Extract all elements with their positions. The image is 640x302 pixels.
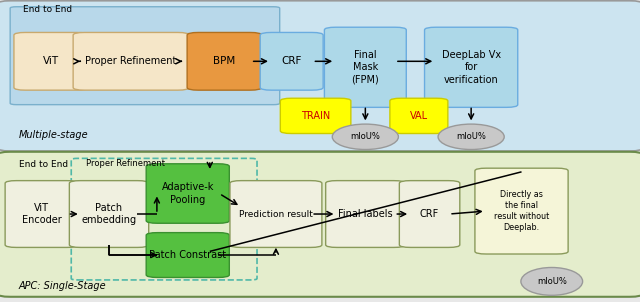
Text: End to End: End to End <box>19 160 68 169</box>
FancyBboxPatch shape <box>230 181 322 247</box>
FancyBboxPatch shape <box>146 164 229 223</box>
FancyBboxPatch shape <box>146 233 229 278</box>
Ellipse shape <box>521 268 582 295</box>
Text: ViT
Encoder: ViT Encoder <box>22 203 61 225</box>
FancyBboxPatch shape <box>260 32 323 90</box>
FancyBboxPatch shape <box>14 32 88 90</box>
Text: Patch
embedding: Patch embedding <box>81 203 136 225</box>
Text: Adaptive-k
Pooling: Adaptive-k Pooling <box>161 182 214 205</box>
Text: CRF: CRF <box>420 209 439 219</box>
Text: mIoU%: mIoU% <box>537 277 566 286</box>
FancyBboxPatch shape <box>475 168 568 254</box>
Text: APC: Single-Stage: APC: Single-Stage <box>19 281 107 291</box>
FancyBboxPatch shape <box>73 32 189 90</box>
Text: VAL: VAL <box>410 111 428 121</box>
Ellipse shape <box>438 124 504 149</box>
Text: TRAIN: TRAIN <box>301 111 330 121</box>
FancyBboxPatch shape <box>69 181 148 247</box>
Text: mIoU%: mIoU% <box>351 132 380 141</box>
Text: Patch Constrast: Patch Constrast <box>149 250 227 260</box>
Text: Final
Mask
(FPM): Final Mask (FPM) <box>351 50 380 85</box>
Text: Final labels: Final labels <box>338 209 393 219</box>
FancyBboxPatch shape <box>10 7 280 105</box>
Text: Proper Refinement: Proper Refinement <box>86 159 164 168</box>
FancyBboxPatch shape <box>390 98 448 133</box>
FancyBboxPatch shape <box>187 32 261 90</box>
FancyBboxPatch shape <box>326 181 405 247</box>
Text: Multiple-stage: Multiple-stage <box>19 130 88 140</box>
Text: ViT: ViT <box>43 56 59 66</box>
Text: Prediction result: Prediction result <box>239 210 313 219</box>
FancyBboxPatch shape <box>0 1 640 151</box>
FancyBboxPatch shape <box>424 27 518 107</box>
FancyBboxPatch shape <box>5 181 78 247</box>
Text: CRF: CRF <box>282 56 302 66</box>
Text: mIoU%: mIoU% <box>456 132 486 141</box>
Text: Proper Refinement: Proper Refinement <box>85 56 177 66</box>
FancyBboxPatch shape <box>0 152 640 297</box>
Text: End to End: End to End <box>23 5 72 14</box>
Text: BPM: BPM <box>213 56 236 66</box>
Ellipse shape <box>332 124 399 149</box>
Text: Directly as
the final
result without
Deeplab.: Directly as the final result without Dee… <box>494 190 549 232</box>
FancyBboxPatch shape <box>324 27 406 107</box>
FancyBboxPatch shape <box>399 181 460 247</box>
FancyBboxPatch shape <box>280 98 351 133</box>
Text: DeepLab Vx
for
verification: DeepLab Vx for verification <box>442 50 500 85</box>
